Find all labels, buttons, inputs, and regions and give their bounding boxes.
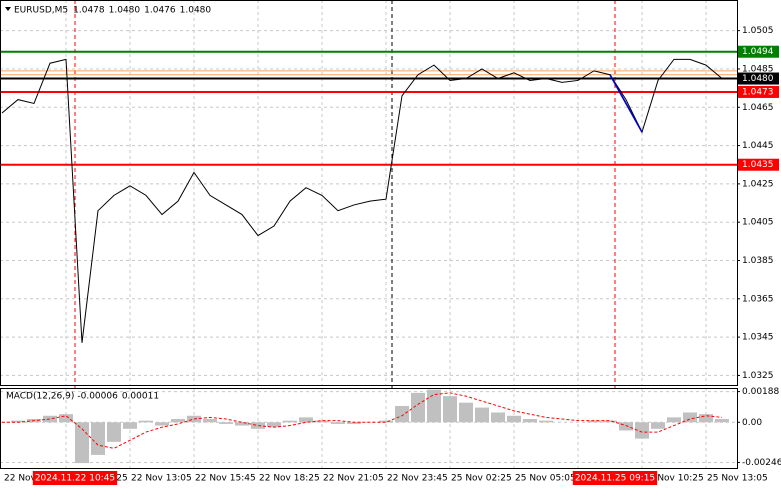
chart-title: EURUSD,M5: [14, 6, 68, 16]
y-tick-label: -0.00246: [742, 458, 781, 468]
histogram-bar: [379, 420, 393, 423]
histogram-bar: [683, 412, 697, 423]
y-tick-label: 0.00: [742, 418, 762, 428]
histogram-bar: [75, 422, 89, 464]
histogram-bar: [715, 419, 729, 423]
histogram-bar: [523, 419, 537, 423]
x-tick-label: 22 Nov 15:45: [195, 474, 256, 484]
indicator-value: -0.00006: [77, 392, 118, 402]
ohlc-value: 1.0476: [144, 6, 176, 16]
level-label: 1.0435: [742, 160, 774, 170]
event-marker-label: 2024.11.22 10:45: [35, 474, 115, 484]
ohlc-value: 1.0478: [73, 6, 105, 16]
x-tick-label: 22 Nov 13:05: [131, 474, 192, 484]
event-marker-label-box: [32, 471, 118, 485]
histogram-bar: [427, 389, 441, 423]
menu-triangle: [5, 7, 11, 11]
histogram-bar: [235, 422, 249, 426]
histogram-bar: [635, 422, 649, 439]
x-tick-label: 25 Nov 05:05: [515, 474, 576, 484]
histogram-bar: [587, 420, 601, 423]
histogram-bar: [43, 415, 57, 423]
level-label: 1.0494: [742, 47, 774, 57]
y-tick-label: 1.0465: [742, 103, 774, 113]
price-line: [609, 74, 643, 133]
histogram-bar: [219, 422, 233, 424]
x-tick-label: 25 Nov 10:25: [643, 474, 704, 484]
panel-frame: [0, 0, 738, 386]
histogram-bar: [107, 422, 121, 442]
x-tick-label: 22 Nov 21:05: [323, 474, 384, 484]
x-tick-label: 22 Nov 23:45: [387, 474, 448, 484]
histogram-bar: [459, 402, 473, 423]
signal-line: [2, 392, 723, 449]
price-line: [1, 58, 723, 343]
x-tick-label: 25 Nov 13:05: [707, 474, 768, 484]
histogram-bar: [283, 420, 297, 423]
histogram-bar: [267, 422, 281, 428]
histogram-bar: [539, 420, 553, 423]
event-marker-label: 2024.11.25 09:15: [575, 474, 655, 484]
histogram-bar: [59, 414, 73, 423]
x-tick-label: 25 Nov 02:25: [451, 474, 512, 484]
histogram-bar: [507, 415, 521, 423]
level-label: 1.0480: [742, 74, 774, 84]
panel-bg: [0, 388, 737, 468]
event-marker-label-box: [572, 471, 658, 485]
histogram-bar: [155, 422, 169, 426]
histogram-bar: [603, 420, 617, 423]
histogram-bar: [315, 420, 329, 423]
histogram-bar: [123, 422, 137, 429]
histogram-bar: [203, 419, 217, 423]
indicator-value: 0.00011: [122, 392, 159, 402]
histogram-bar: [667, 417, 681, 423]
histogram-bar: [11, 420, 25, 423]
y-tick-label: 1.0365: [742, 294, 774, 304]
histogram-bar: [443, 396, 457, 423]
histogram-bar: [331, 422, 345, 424]
y-tick-label: 0.00188: [742, 387, 779, 397]
level-label-box: [737, 85, 779, 98]
histogram-bar: [475, 407, 489, 423]
level-label-box: [737, 158, 779, 171]
histogram-bar: [251, 422, 265, 429]
panel-frame: [0, 388, 738, 469]
y-tick-label: 1.0345: [742, 333, 774, 343]
x-tick-label: 22 Nov 18:25: [259, 474, 320, 484]
ohlc-value: 1.0480: [109, 6, 141, 16]
histogram-bar: [619, 422, 633, 431]
level-label-box: [737, 45, 779, 58]
y-tick-label: 1.0325: [742, 371, 774, 381]
level-label-box: [737, 72, 779, 85]
histogram-bar: [299, 417, 313, 423]
histogram-bar: [699, 414, 713, 423]
histogram-bar: [347, 422, 361, 424]
histogram-bar: [395, 405, 409, 423]
ohlc-value: 1.0480: [180, 6, 212, 16]
histogram-bar: [651, 422, 665, 429]
y-tick-label: 1.0445: [742, 141, 774, 151]
indicator-title: MACD(12,26,9): [6, 392, 74, 402]
level-label: 1.0473: [742, 87, 774, 97]
y-tick-label: 1.0485: [742, 64, 774, 74]
histogram-bar: [91, 422, 105, 455]
histogram-bar: [411, 392, 425, 423]
histogram-bar: [139, 420, 153, 423]
y-tick-label: 1.0385: [742, 256, 774, 266]
histogram-bar: [491, 412, 505, 423]
y-tick-label: 1.0405: [742, 218, 774, 228]
y-tick-label: 1.0425: [742, 179, 774, 189]
y-tick-label: 1.0505: [742, 26, 774, 36]
histogram-bar: [171, 419, 185, 423]
